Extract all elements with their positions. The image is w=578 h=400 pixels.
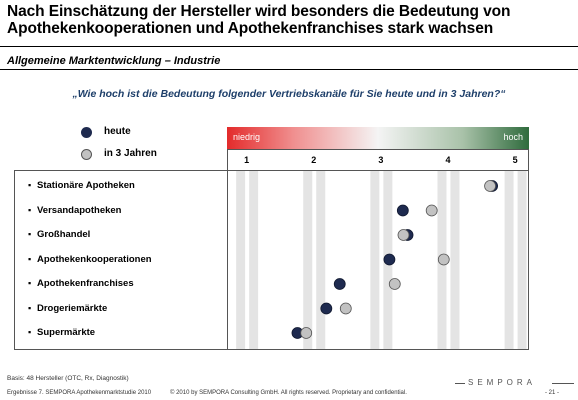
category-bullet: ▪: [28, 229, 32, 239]
scale-high-label: hoch: [503, 132, 523, 142]
label-plot-divider: [227, 170, 228, 350]
tick-label-5: 5: [512, 155, 518, 165]
legend-heute-label: heute: [104, 126, 131, 137]
category-bullet: ▪: [28, 180, 32, 190]
point-in-3-jahren-0: [484, 180, 496, 192]
category-label: Apothekenfranchises: [37, 278, 134, 289]
point-heute-4: [333, 278, 346, 290]
sempora-logo: SEMPORA: [468, 378, 537, 387]
tick-label-4: 4: [445, 155, 451, 165]
scale-low-label: niedrig: [233, 132, 261, 142]
footer-page-number: - 21 -: [545, 390, 560, 396]
category-label: Großhandel: [37, 229, 91, 240]
tick-label-2: 2: [311, 155, 317, 165]
title-rule: [0, 46, 578, 47]
subtitle-rule: [0, 69, 578, 70]
footer-basis: Basis: 48 Hersteller (OTC, Rx, Diagnosti…: [7, 375, 129, 382]
point-heute-3: [383, 253, 396, 266]
survey-question: „Wie hoch ist die Bedeutung folgender Ve…: [72, 88, 506, 100]
point-heute-1: [396, 204, 409, 217]
point-in-3-jahren-4: [388, 278, 401, 290]
legend-in-3-jahren-label: in 3 Jahren: [104, 148, 157, 159]
footer-copyright: © 2010 by SEMPORA Consulting GmbH. All r…: [170, 390, 407, 396]
logo-line-left: [455, 383, 465, 384]
category-bullet: ▪: [28, 278, 32, 288]
importance-scale-bar: niedrig hoch: [227, 127, 529, 149]
point-in-3-jahren-2: [397, 229, 410, 241]
point-in-3-jahren-1: [425, 204, 438, 217]
tick-label-3: 3: [378, 155, 384, 165]
category-bullet: ▪: [28, 327, 32, 337]
point-in-3-jahren-3: [437, 253, 450, 266]
tick-label-1: 1: [244, 155, 250, 165]
point-heute-5: [320, 302, 333, 315]
chart-frame: [14, 170, 529, 350]
category-bullet: ▪: [28, 253, 32, 264]
category-label: Apothekenkooperationen: [37, 253, 152, 265]
category-label: Drogeriemärkte: [37, 302, 108, 314]
category-label: Stationäre Apotheken: [37, 180, 135, 191]
point-in-3-jahren-6: [300, 327, 313, 339]
scale-number-row: [227, 149, 529, 170]
legend-in-3-jahren-marker: [81, 149, 92, 160]
page-title: Nach Einschätzung der Hersteller wird be…: [7, 3, 511, 37]
category-bullet: ▪: [28, 204, 32, 215]
legend-heute-marker: [81, 127, 92, 138]
category-label: Versandapotheken: [37, 204, 122, 216]
footer-study: Ergebnisse 7. SEMPORA Apothekenmarktstud…: [7, 390, 152, 396]
logo-line-right: [552, 383, 574, 384]
section-subtitle: Allgemeine Marktentwicklung – Industrie: [7, 55, 221, 67]
category-bullet: ▪: [28, 302, 32, 313]
category-label: Supermärkte: [37, 327, 96, 338]
point-in-3-jahren-5: [339, 302, 352, 315]
